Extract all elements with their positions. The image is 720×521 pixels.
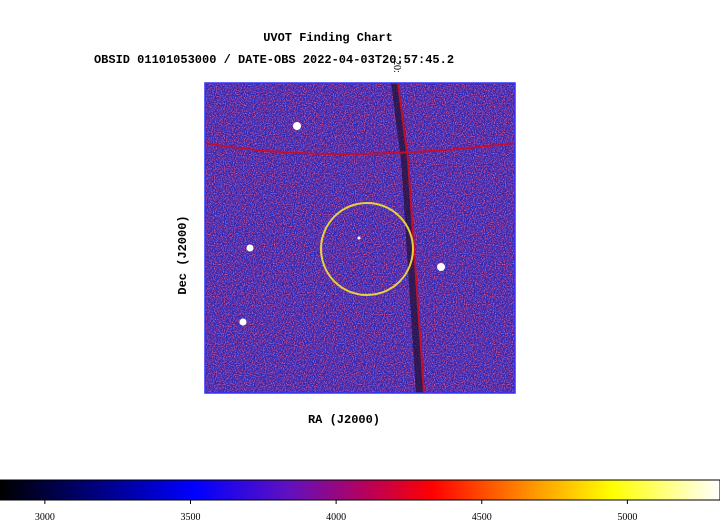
sky-image — [205, 83, 515, 393]
chart-title: UVOT Finding Chart — [263, 31, 393, 45]
colorbar-tick-label: 4500 — [472, 512, 492, 521]
colorbar-tick-label: 3000 — [35, 512, 55, 521]
x-axis-label: RA (J2000) — [308, 413, 380, 427]
colorbar — [0, 479, 720, 501]
colorbar-tick-label: 4000 — [326, 512, 346, 521]
y-axis-label: Dec (J2000) — [176, 215, 190, 294]
colorbar-tick-label: 3500 — [180, 512, 200, 521]
colorbar-tick-label: 5000 — [617, 512, 637, 521]
source-region — [320, 202, 414, 296]
grid-label: 20: — [391, 60, 402, 73]
image-frame — [204, 82, 516, 394]
chart-subtitle: OBSID 01101053000 / DATE-OBS 2022-04-03T… — [94, 53, 454, 67]
